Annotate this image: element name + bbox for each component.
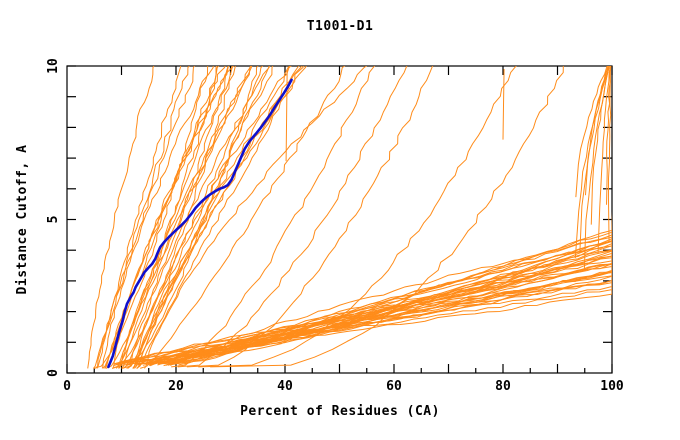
x-tick-label: 0 [63,379,71,394]
model-curve [574,66,609,259]
model-curve [174,240,612,364]
model-curve [136,66,307,369]
model-curve [134,66,300,369]
model-curve [127,66,270,369]
model-curve [140,66,346,369]
y-axis-label: Distance Cutoff, A [15,145,30,295]
model-curve [144,66,368,369]
x-tick-label: 60 [386,379,402,394]
model-curve [177,66,408,368]
y-tick-labels: 0 5 10 [46,58,61,377]
x-tick-label: 20 [168,379,184,394]
model-curve [121,66,253,369]
model-curve [583,66,610,271]
page-title: T1001-D1 [307,19,374,34]
model-curve [184,231,612,365]
model-curve [87,66,155,369]
model-curve [176,214,612,365]
curve-layer [87,66,612,369]
x-tick-labels: 0 20 40 60 80 100 [63,379,624,394]
model-curve [132,66,291,369]
y-tick-label: 5 [46,216,61,224]
model-curve [210,66,564,368]
model-curve [285,69,288,162]
model-curve [575,66,608,198]
model-curve [132,66,292,369]
reference-curve [107,78,293,369]
model-curve [157,249,612,365]
model-curve [93,66,190,369]
model-curve [93,66,209,369]
model-curve [136,66,305,369]
x-axis-label: Percent of Residues (CA) [240,404,440,419]
x-tick-label: 100 [600,379,624,394]
y-axis-ticks [67,65,76,374]
x-tick-label: 40 [277,379,293,394]
y-tick-label: 10 [46,58,61,74]
model-curve [597,66,612,254]
model-curve [170,234,612,366]
y-tick-label: 0 [46,369,61,377]
model-curve [171,66,376,368]
model-curve [198,66,517,368]
model-curve [607,66,612,242]
model-curve [118,66,253,369]
model-curve [606,66,612,205]
model-curve [104,66,229,369]
model-curve [151,242,612,364]
model-curve-group [87,66,612,369]
model-curve [117,66,235,369]
x-axis-top-ticks [120,66,613,75]
model-curve [502,69,505,140]
model-curve [186,66,434,368]
model-curve [171,240,612,365]
model-curve [101,66,214,369]
model-curve [96,66,196,369]
x-tick-label: 80 [495,379,511,394]
